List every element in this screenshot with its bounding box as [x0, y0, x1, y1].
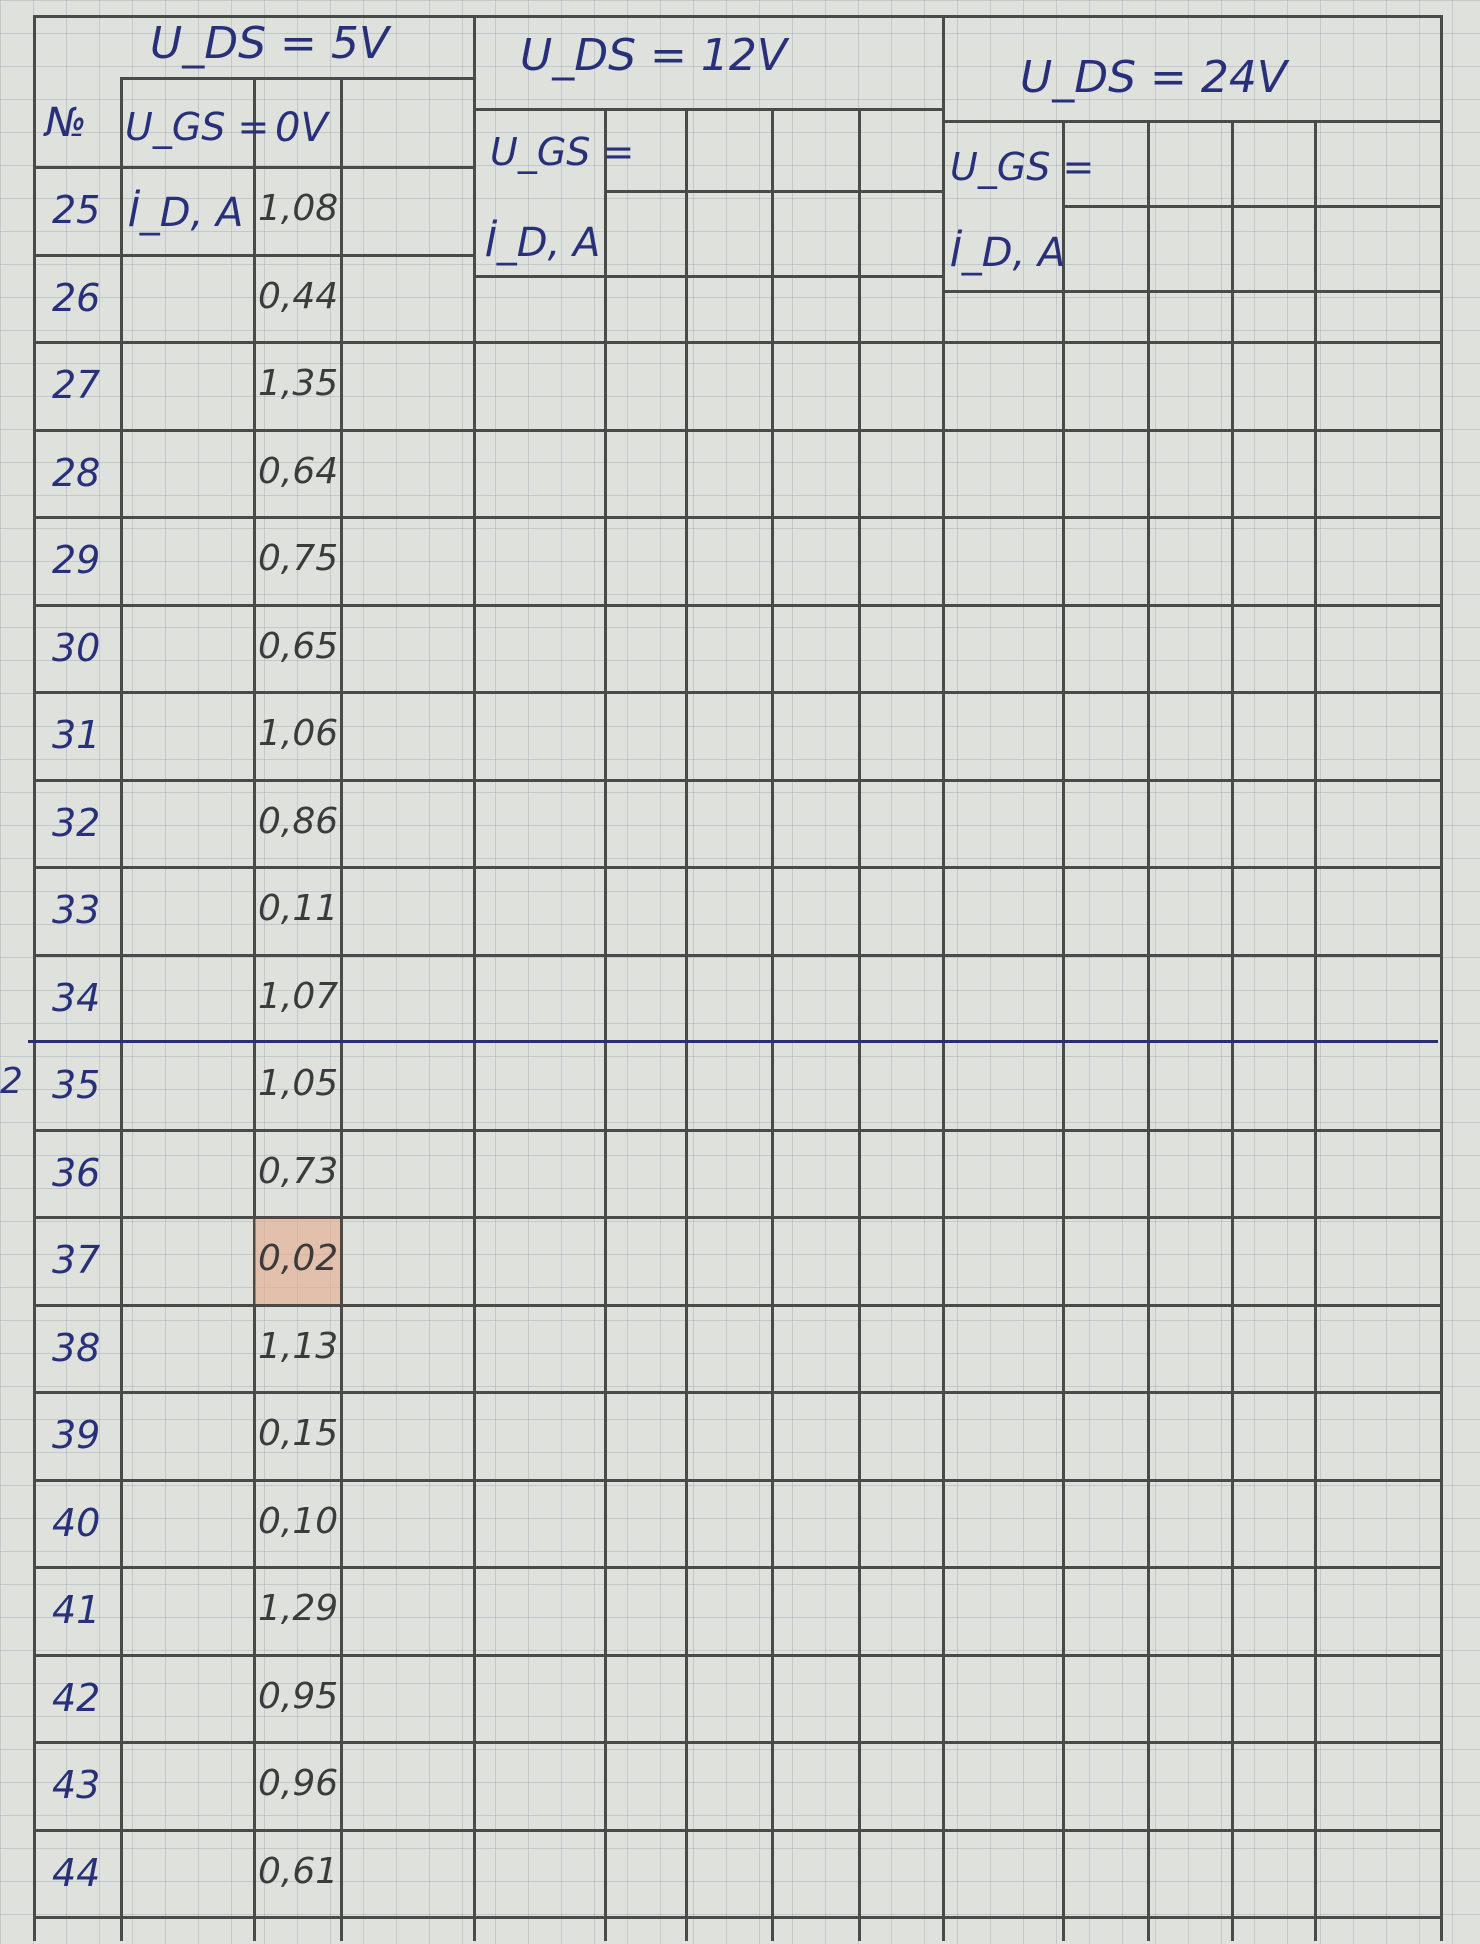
- drain-current-value: 0,75: [258, 538, 339, 579]
- block-title-5v: U_DS = 5V: [150, 18, 389, 69]
- grid-line-horizontal: [33, 516, 1443, 519]
- row-number: 37: [52, 1238, 101, 1282]
- row-number: 27: [52, 363, 101, 407]
- drain-current-value: 1,35: [258, 363, 339, 404]
- grid-line-horizontal: [33, 1653, 1443, 1657]
- drain-current-value: 1,13: [258, 1325, 339, 1367]
- drain-current-value: 1,06: [258, 713, 339, 754]
- grid-line-horizontal: [33, 953, 1443, 957]
- grid-line-horizontal: [33, 253, 473, 257]
- drain-current-value: 1,05: [258, 1063, 339, 1104]
- grid-line-horizontal: [33, 603, 1443, 607]
- grid-line-vertical: [120, 77, 123, 1941]
- section-separator-line: [28, 1040, 1438, 1043]
- grid-line-horizontal: [33, 1566, 1443, 1569]
- grid-line-horizontal: [33, 1216, 1443, 1219]
- grid-line-vertical: [253, 77, 256, 1941]
- grid-line-horizontal: [33, 1391, 1443, 1394]
- row-number: 29: [52, 538, 101, 582]
- ugs-label-5v: U_GS =: [125, 105, 270, 149]
- drain-current-value: 0,61: [258, 1850, 339, 1892]
- row-number: 25: [52, 188, 101, 232]
- grid-line-horizontal: [33, 341, 1443, 344]
- row-number: 39: [52, 1413, 101, 1457]
- grid-line-vertical: [33, 15, 36, 1941]
- drain-current-value: 0,96: [258, 1763, 339, 1804]
- drain-current-value: 1,08: [258, 188, 339, 229]
- grid-line-horizontal: [33, 428, 1443, 432]
- grid-line-horizontal: [33, 166, 123, 169]
- ugs-label-24v: U_GS =: [950, 145, 1095, 189]
- number-header: №: [45, 100, 87, 146]
- row-number: 26: [52, 275, 101, 320]
- drain-current-value: 0,65: [258, 625, 339, 667]
- grid-line-horizontal: [473, 108, 943, 111]
- row-number: 32: [52, 800, 101, 845]
- grid-line-vertical: [1314, 120, 1317, 1941]
- grid-line-vertical: [771, 108, 774, 1941]
- id-label-12v: İ_D, A: [485, 220, 601, 266]
- grid-line-horizontal: [942, 120, 1442, 123]
- row-number: 44: [52, 1850, 101, 1895]
- grid-line-horizontal: [33, 691, 1443, 694]
- grid-line-horizontal: [473, 275, 943, 278]
- row-number: 43: [52, 1763, 101, 1807]
- grid-line-vertical: [685, 108, 688, 1941]
- ugs-value-5v: 0V: [275, 105, 328, 151]
- grid-line-horizontal: [33, 1128, 1443, 1132]
- drain-current-value: 1,29: [258, 1588, 339, 1629]
- row-number: 30: [52, 625, 101, 670]
- grid-line-vertical: [942, 15, 945, 1941]
- grid-line-horizontal: [33, 1741, 1443, 1744]
- grid-line-vertical: [1440, 15, 1443, 1941]
- row-number: 35: [52, 1063, 101, 1107]
- grid-line-horizontal: [120, 77, 475, 80]
- row-number: 31: [52, 713, 101, 757]
- grid-line-horizontal: [33, 1916, 1443, 1919]
- grid-line-vertical: [1147, 120, 1150, 1941]
- grid-line-horizontal: [33, 1828, 1443, 1832]
- row-number: 28: [52, 450, 101, 495]
- grid-line-horizontal: [33, 1478, 1443, 1482]
- grid-line-horizontal: [33, 15, 1443, 18]
- row-number: 33: [52, 888, 101, 932]
- margin-mark: 2: [0, 1061, 23, 1102]
- drain-current-value: 0,11: [258, 888, 339, 929]
- drain-current-value: 0,95: [258, 1675, 339, 1717]
- grid-line-vertical: [1062, 120, 1065, 1941]
- row-number: 41: [52, 1588, 101, 1632]
- drain-current-value: 0,44: [258, 275, 339, 317]
- grid-line-horizontal: [33, 866, 1443, 869]
- grid-line-horizontal: [33, 778, 1443, 782]
- grid-line-horizontal: [120, 166, 475, 169]
- grid-line-horizontal: [1062, 205, 1442, 208]
- grid-line-horizontal: [33, 1303, 1443, 1307]
- drain-current-value: 1,07: [258, 975, 339, 1017]
- highlighted-cell: [255, 1219, 340, 1304]
- row-number: 42: [52, 1675, 101, 1720]
- row-number: 34: [52, 975, 101, 1020]
- block-title-12v: U_DS = 12V: [520, 30, 787, 81]
- grid-line-horizontal: [604, 190, 944, 193]
- grid-line-vertical: [340, 77, 343, 1941]
- drain-current-value: 0,64: [258, 450, 339, 492]
- drain-current-value: 0,73: [258, 1150, 339, 1192]
- row-number: 40: [52, 1500, 101, 1545]
- grid-line-horizontal: [942, 290, 1442, 293]
- id-label-5v: İ_D, A: [128, 190, 244, 236]
- block-title-24v: U_DS = 24V: [1020, 52, 1287, 103]
- id-label-24v: İ_D, A: [950, 230, 1066, 276]
- grid-line-vertical: [858, 108, 861, 1941]
- grid-line-vertical: [604, 108, 607, 1941]
- drain-current-value: 0,02: [258, 1238, 339, 1279]
- row-number: 36: [52, 1150, 101, 1195]
- grid-line-vertical: [473, 15, 476, 1941]
- drain-current-value: 0,86: [258, 800, 339, 842]
- grid-line-vertical: [1231, 120, 1234, 1941]
- drain-current-value: 0,10: [258, 1500, 339, 1542]
- drain-current-value: 0,15: [258, 1413, 339, 1454]
- ugs-label-12v: U_GS =: [490, 130, 635, 174]
- row-number: 38: [52, 1325, 101, 1370]
